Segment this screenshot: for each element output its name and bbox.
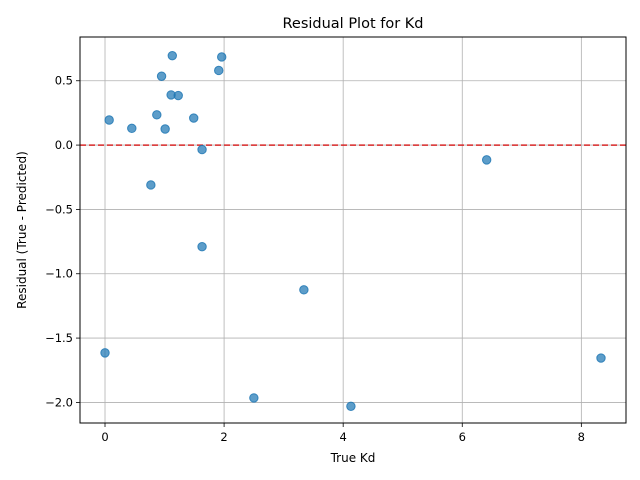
data-point bbox=[146, 180, 156, 190]
x-tick-label: 6 bbox=[459, 430, 466, 444]
x-tick-label: 0 bbox=[101, 430, 108, 444]
x-tick-label: 4 bbox=[340, 430, 347, 444]
data-point bbox=[249, 393, 259, 403]
x-tick-label: 8 bbox=[578, 430, 585, 444]
y-tick-label: −1.0 bbox=[45, 267, 73, 281]
data-point bbox=[214, 65, 224, 76]
y-tick-label: 0.0 bbox=[55, 138, 73, 152]
x-tick-label: 2 bbox=[220, 430, 227, 444]
data-point bbox=[217, 52, 227, 62]
data-point bbox=[596, 353, 606, 363]
data-point bbox=[481, 155, 492, 165]
data-point bbox=[160, 124, 170, 134]
plot-frame bbox=[79, 36, 627, 424]
data-point bbox=[346, 401, 356, 411]
data-point bbox=[197, 242, 207, 252]
data-point bbox=[197, 144, 207, 155]
data-point bbox=[100, 348, 110, 358]
y-tick-label: −1.5 bbox=[45, 331, 73, 345]
x-axis-label: True Kd bbox=[330, 451, 376, 465]
grid bbox=[80, 37, 626, 423]
data-point bbox=[173, 90, 183, 101]
data-point bbox=[127, 123, 137, 134]
data-point bbox=[156, 71, 167, 81]
y-tick-label: 0.5 bbox=[55, 74, 73, 88]
y-tick-label: −2.0 bbox=[45, 395, 73, 409]
data-point bbox=[152, 110, 162, 120]
data-point bbox=[189, 113, 199, 123]
y-tick-label: −0.5 bbox=[45, 202, 73, 216]
axis-ticks: 0 2 4 6 8 0.5 0.0 −0.5 −1.0 −1.5 −2.0 bbox=[45, 74, 585, 444]
data-point bbox=[167, 50, 177, 61]
y-axis-label: Residual (True - Predicted) bbox=[15, 151, 29, 309]
chart-title: Residual Plot for Kd bbox=[282, 16, 423, 32]
data-points bbox=[100, 50, 606, 411]
data-point bbox=[104, 115, 114, 125]
data-point bbox=[299, 285, 309, 295]
